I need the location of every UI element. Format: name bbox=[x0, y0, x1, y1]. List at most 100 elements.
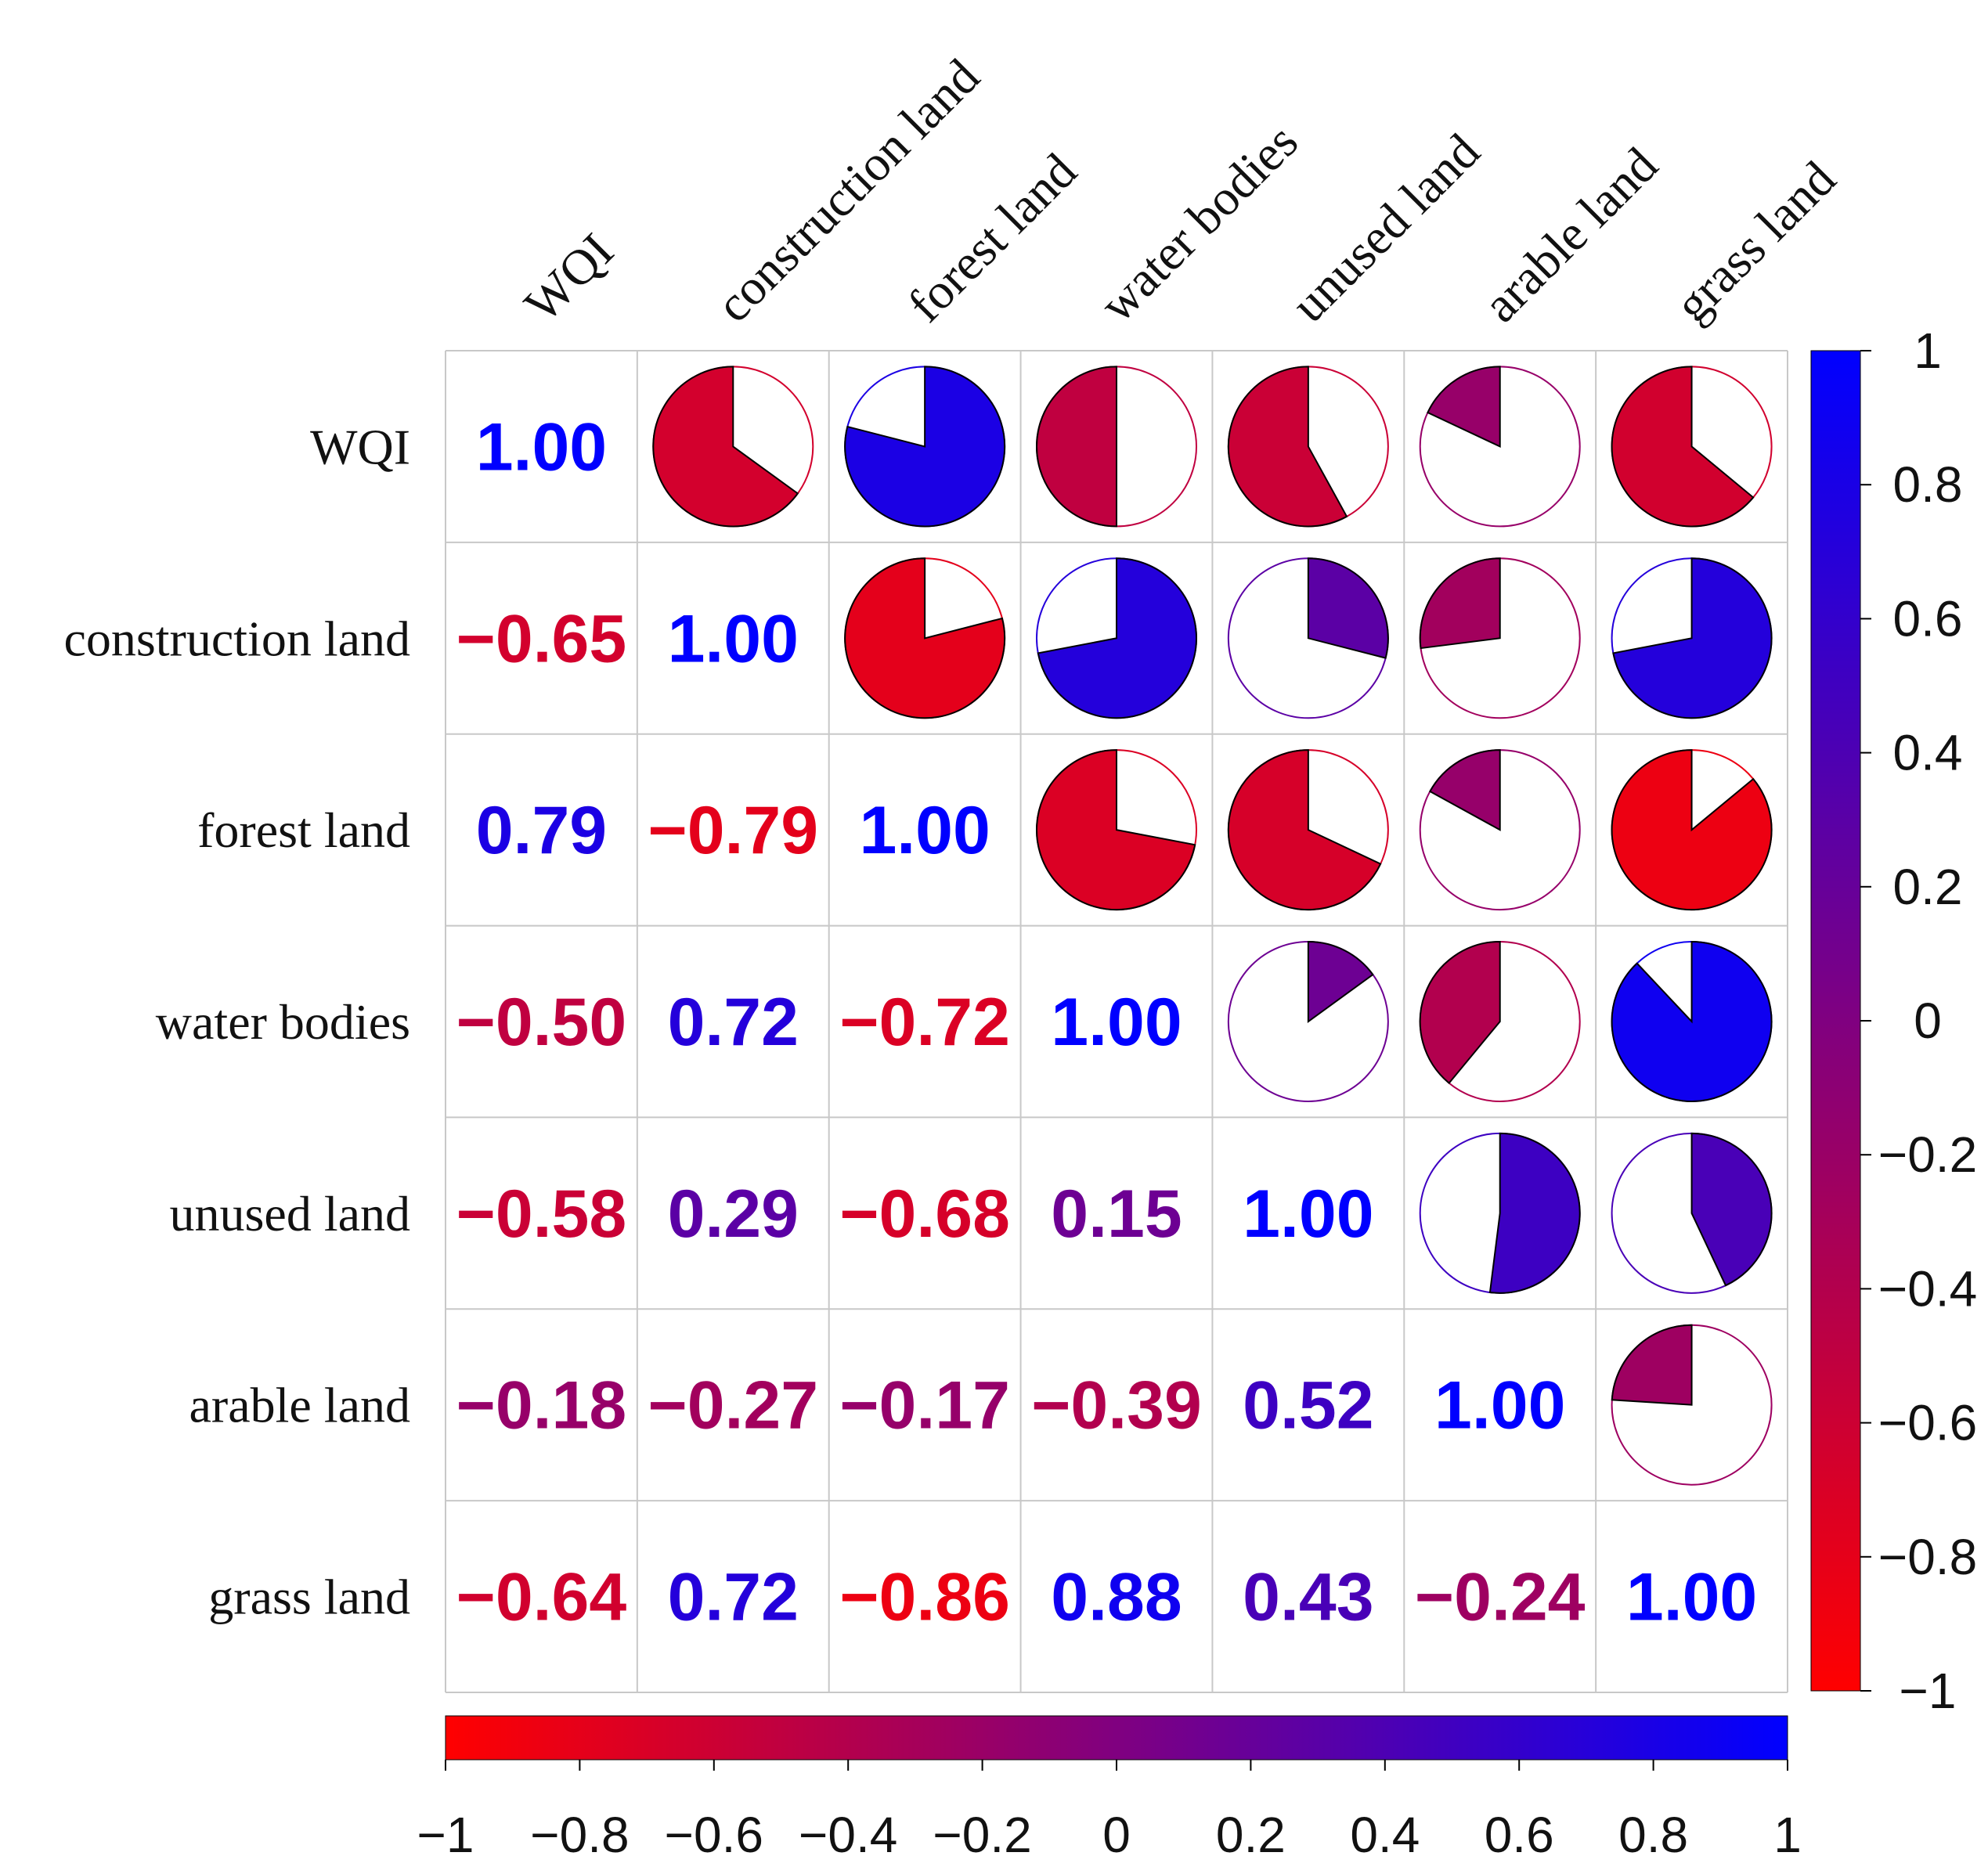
correlation-pie bbox=[1611, 749, 1773, 911]
horizontal-colorbar-gradient bbox=[445, 1715, 1788, 1760]
correlation-value: 0.43 bbox=[1243, 1560, 1373, 1635]
column-label: WQI bbox=[514, 222, 624, 333]
correlation-value: 1.00 bbox=[1243, 1177, 1373, 1252]
pie-slice bbox=[1227, 749, 1382, 911]
correlation-value: 0.52 bbox=[1243, 1368, 1373, 1443]
row-labels: WQI construction land forest land water bod… bbox=[63, 419, 410, 1624]
correlation-value: −0.58 bbox=[456, 1177, 627, 1252]
correlation-pie bbox=[1611, 940, 1773, 1102]
pie-slice bbox=[1036, 366, 1117, 528]
column-label: forest land bbox=[897, 142, 1087, 332]
column-label: arable land bbox=[1472, 137, 1668, 333]
pie-slice bbox=[1307, 940, 1374, 1023]
correlation-pie bbox=[1227, 749, 1389, 911]
horizontal-colorbar-tick-label: 1 bbox=[1773, 1807, 1802, 1863]
correlation-value: 1.00 bbox=[1626, 1560, 1757, 1635]
row-label: water bodies bbox=[156, 994, 410, 1050]
correlation-pie bbox=[1227, 940, 1389, 1102]
vertical-colorbar-tick-label: 0.2 bbox=[1893, 859, 1963, 915]
correlation-value: −0.65 bbox=[456, 601, 627, 676]
column-label: water bodies bbox=[1089, 114, 1308, 333]
correlation-value: 0.79 bbox=[476, 793, 607, 868]
correlation-value: −0.79 bbox=[648, 793, 818, 868]
correlation-value: 1.00 bbox=[1051, 985, 1182, 1060]
correlation-value: −0.24 bbox=[1415, 1560, 1586, 1635]
row-label: arable land bbox=[189, 1378, 411, 1433]
vertical-colorbar-tick-label: −0.2 bbox=[1878, 1126, 1977, 1183]
correlation-pie bbox=[1035, 557, 1197, 719]
pie-slice bbox=[1612, 557, 1773, 719]
horizontal-colorbar-tick-label: −0.8 bbox=[530, 1807, 629, 1863]
correlation-pie bbox=[1419, 366, 1581, 528]
pie-slice bbox=[1037, 557, 1197, 719]
vertical-colorbar-tick-label: 1 bbox=[1914, 323, 1942, 379]
pie-slice bbox=[1690, 1132, 1773, 1287]
correlation-pie bbox=[844, 366, 1006, 528]
correlation-pie bbox=[1035, 366, 1197, 528]
pie-slice bbox=[1611, 940, 1773, 1102]
pie-slice bbox=[844, 557, 1006, 719]
horizontal-colorbar-tick-label: 0.6 bbox=[1485, 1807, 1554, 1863]
horizontal-colorbar-tick-label: 0.2 bbox=[1216, 1807, 1286, 1863]
vertical-colorbar-tick-label: −0.4 bbox=[1878, 1260, 1977, 1317]
correlation-pie bbox=[1419, 940, 1581, 1102]
vertical-colorbar-tick-label: 0.6 bbox=[1893, 590, 1963, 647]
correlation-value: 1.00 bbox=[476, 409, 607, 485]
correlation-value: −0.39 bbox=[1031, 1368, 1202, 1443]
row-label: grass land bbox=[208, 1569, 410, 1625]
row-label: construction land bbox=[63, 611, 410, 666]
vertical-colorbar-tick-label: −0.8 bbox=[1878, 1529, 1977, 1585]
column-label: unused land bbox=[1281, 123, 1491, 333]
vertical-colorbar-tick-label: −1 bbox=[1900, 1663, 1957, 1719]
pie-slice bbox=[1428, 749, 1501, 831]
vertical-colorbar-tick-label: 0.8 bbox=[1893, 456, 1963, 513]
correlation-value: 0.72 bbox=[668, 1560, 799, 1635]
correlation-value: 0.88 bbox=[1051, 1560, 1182, 1635]
pie-slice bbox=[1611, 1324, 1693, 1406]
correlation-pie bbox=[1611, 1324, 1773, 1486]
pie-slice bbox=[844, 366, 1006, 528]
correlation-pie bbox=[1611, 557, 1773, 719]
correlation-value: 1.00 bbox=[668, 601, 799, 676]
matrix-grid bbox=[445, 350, 1788, 1693]
correlation-value: −0.17 bbox=[839, 1368, 1010, 1443]
vertical-colorbar-tick-label: 0 bbox=[1914, 993, 1942, 1049]
horizontal-colorbar-tick-label: −0.2 bbox=[933, 1807, 1031, 1863]
pie-slice bbox=[1036, 749, 1196, 911]
correlation-value: −0.50 bbox=[456, 985, 627, 1060]
horizontal-colorbar: −1 −0.8 −0.6 −0.4 −0.2 0 0.2 0.4 0.6 0.8 1 bbox=[417, 1715, 1802, 1863]
vertical-colorbar: 1 0.8 0.6 0.4 0.2 0 −0.2 −0.4 −0.6 −0.8 −1 bbox=[1810, 323, 1977, 1719]
vertical-colorbar-gradient bbox=[1810, 350, 1861, 1692]
correlation-value: −0.27 bbox=[648, 1368, 818, 1443]
pie-slice bbox=[652, 366, 799, 528]
correlation-value: 1.00 bbox=[1434, 1368, 1565, 1443]
horizontal-colorbar-tick-label: 0 bbox=[1102, 1807, 1131, 1863]
pie-slice bbox=[1488, 1132, 1581, 1294]
correlation-value: −0.72 bbox=[839, 985, 1010, 1060]
correlation-value: −0.64 bbox=[456, 1560, 627, 1635]
pie-slice bbox=[1419, 557, 1501, 650]
correlation-pie bbox=[1611, 1132, 1773, 1294]
correlation-pie bbox=[1611, 366, 1773, 528]
correlation-value: 0.15 bbox=[1051, 1177, 1182, 1252]
horizontal-colorbar-tick-label: 0.4 bbox=[1350, 1807, 1420, 1863]
row-label: forest land bbox=[197, 802, 410, 858]
pie-slice bbox=[1611, 749, 1773, 911]
correlation-value: −0.68 bbox=[839, 1177, 1010, 1252]
horizontal-colorbar-tick-label: 0.8 bbox=[1618, 1807, 1688, 1863]
correlation-pie bbox=[844, 557, 1006, 719]
correlation-pie bbox=[1227, 557, 1389, 719]
correlation-pie bbox=[652, 366, 814, 528]
horizontal-colorbar-tick-label: −0.6 bbox=[665, 1807, 763, 1863]
column-label: grass land bbox=[1664, 150, 1845, 332]
correlation-value: −0.18 bbox=[456, 1368, 627, 1443]
horizontal-colorbar-tick-label: −1 bbox=[417, 1807, 474, 1863]
correlation-value: 0.29 bbox=[668, 1177, 799, 1252]
correlation-pie bbox=[1419, 1132, 1581, 1294]
pie-slice bbox=[1227, 366, 1348, 528]
correlation-value: 1.00 bbox=[859, 793, 990, 868]
correlation-value: −0.86 bbox=[839, 1560, 1010, 1635]
correlation-value: 0.72 bbox=[668, 985, 799, 1060]
